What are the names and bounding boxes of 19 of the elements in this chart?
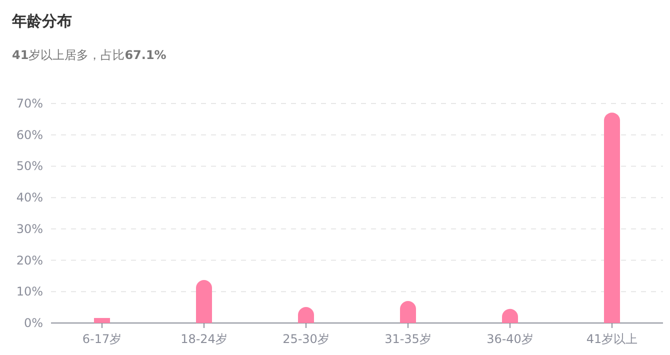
bar xyxy=(604,112,620,323)
bar xyxy=(196,280,212,323)
y-tick-label: 10% xyxy=(16,284,43,299)
y-tick-label: 0% xyxy=(24,316,43,330)
chart-subtitle: 41岁以上居多，占比67.1% xyxy=(12,48,166,62)
y-tick-label: 30% xyxy=(16,222,43,236)
x-tick-label: 25-30岁 xyxy=(282,332,330,346)
x-tick-label: 41岁以上 xyxy=(586,332,638,346)
y-tick-label: 70% xyxy=(16,96,43,110)
y-tick-label: 40% xyxy=(16,190,43,205)
y-tick-label: 20% xyxy=(16,253,43,268)
chart-title: 年龄分布 xyxy=(11,12,72,30)
y-tick-label: 60% xyxy=(16,128,43,142)
y-tick-label: 50% xyxy=(16,159,43,174)
x-tick-label: 6-17岁 xyxy=(82,332,122,346)
x-tick-label: 31-35岁 xyxy=(384,332,432,346)
bar xyxy=(94,318,110,323)
x-tick-label: 36-40岁 xyxy=(486,332,534,346)
x-tick-label: 18-24岁 xyxy=(180,332,228,346)
